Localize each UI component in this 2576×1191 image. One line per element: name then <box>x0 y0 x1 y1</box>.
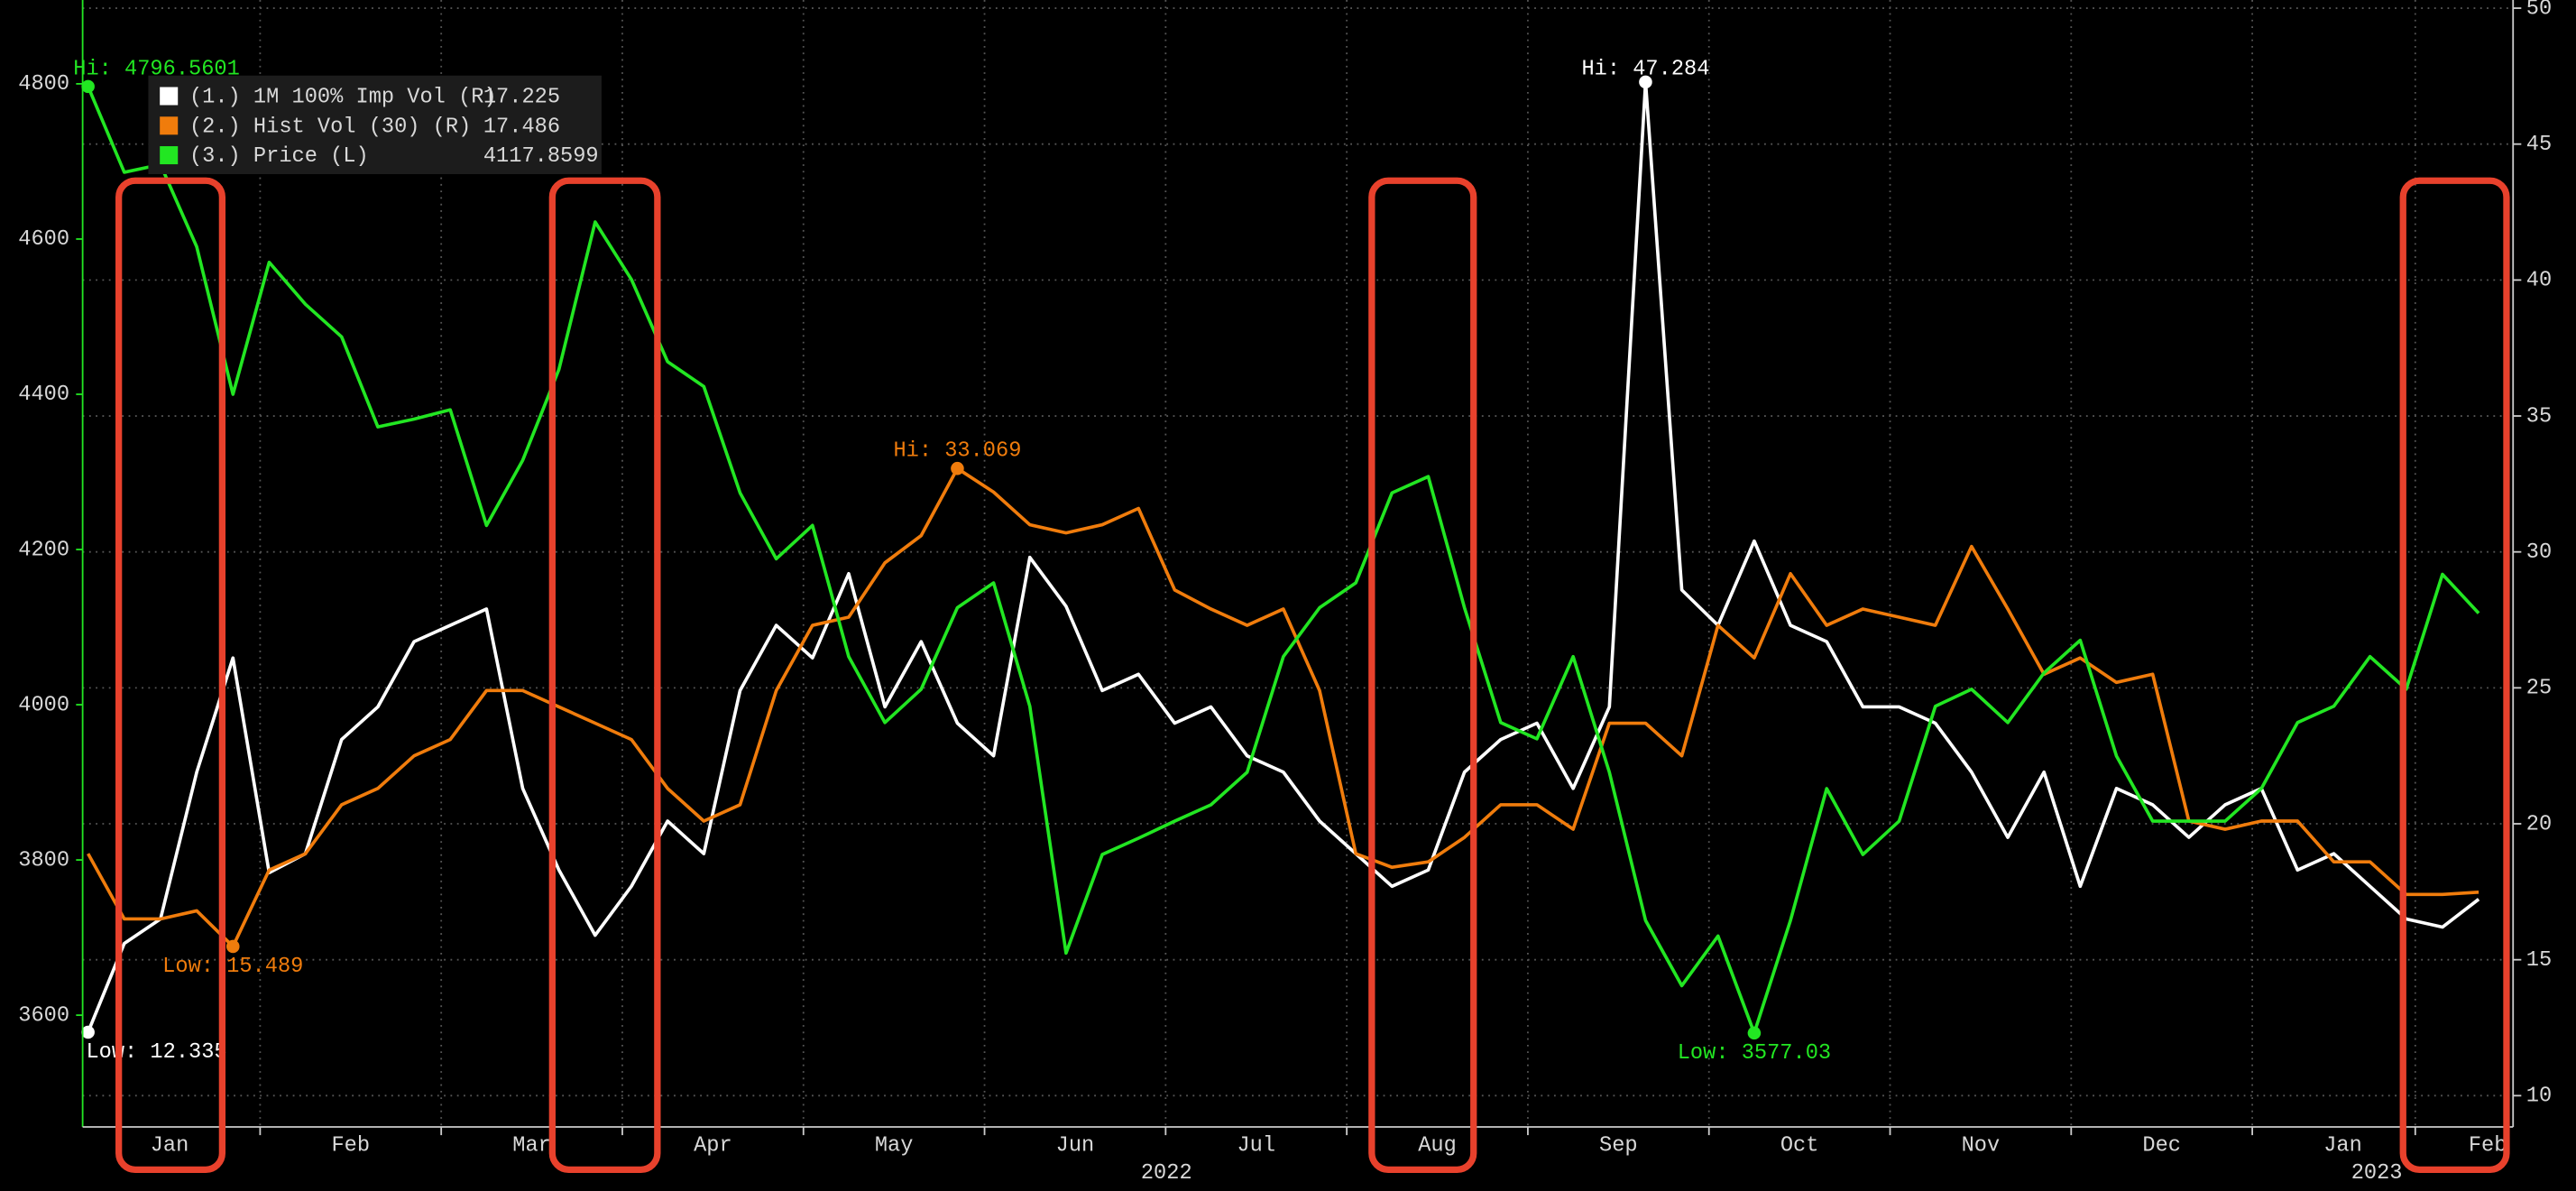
extreme-label: Low: 3577.03 <box>1678 1041 1831 1066</box>
y2-tick-label: 35 <box>2526 404 2552 429</box>
grid <box>82 0 2514 1127</box>
legend-value: 17.225 <box>483 86 560 110</box>
legend-value: 17.486 <box>483 115 560 139</box>
y-tick-label: 4000 <box>18 693 69 717</box>
y2-tick-label: 30 <box>2526 540 2552 565</box>
extreme-point <box>81 1025 95 1039</box>
y-tick-label: 4800 <box>18 72 69 97</box>
legend: (1.) 1M 100% Imp Vol (R)17.225 (2.) Hist … <box>148 75 602 174</box>
extreme-label: Low: 12.335 <box>86 1040 226 1065</box>
x-tick-label: Jul <box>1237 1133 1275 1158</box>
x-group-label: 2023 <box>2351 1161 2403 1186</box>
legend-box <box>148 75 602 174</box>
y2-tick-label: 40 <box>2526 269 2552 293</box>
series-line <box>86 80 2480 1033</box>
legend-value: 4117.8599 <box>483 144 599 169</box>
highlight-box <box>548 177 661 1173</box>
y-tick-label: 3600 <box>18 1003 69 1028</box>
y2-tick-label: 15 <box>2526 948 2552 973</box>
x-tick-label: Jun <box>1056 1133 1095 1158</box>
x-tick-label: Aug <box>1418 1133 1457 1158</box>
y-tick-label: 3800 <box>18 848 69 872</box>
y2-tick-label: 50 <box>2526 0 2552 21</box>
x-tick-label: Mar <box>512 1133 551 1158</box>
y-tick-label: 4400 <box>18 383 69 407</box>
x-tick-label: Sep <box>1599 1133 1638 1158</box>
x-tick-label: Nov <box>1962 1133 2001 1158</box>
extreme-point <box>225 939 240 954</box>
highlight-box <box>115 177 226 1173</box>
extreme-label: Hi: 47.284 <box>1581 58 1709 82</box>
axes: 3600 3800 4000 4200 4400 4600 4800 10 15 20 25 30 35… <box>18 0 2552 1186</box>
extreme-point <box>951 461 964 475</box>
highlight-box <box>2399 177 2510 1173</box>
extreme-point <box>1747 1026 1762 1040</box>
series-line <box>86 86 2480 1035</box>
highlight-boxes <box>115 177 2510 1173</box>
y2-tick-label: 20 <box>2526 812 2552 836</box>
x-tick-label: Feb <box>331 1133 370 1158</box>
x-tick-label: Jan <box>2323 1133 2362 1158</box>
x-group-label: 2022 <box>1141 1161 1192 1186</box>
x-tick-label: Oct <box>1780 1133 1819 1158</box>
y-tick-label: 4200 <box>18 538 69 562</box>
series-lines: Hi: 47.284 Low: 12.335 Hi: 33.069 Low: 15.4… <box>73 58 2480 1066</box>
x-tick-label: Apr <box>694 1133 732 1158</box>
legend-swatch <box>160 116 179 135</box>
y-tick-label: 4600 <box>18 227 69 252</box>
legend-swatch <box>160 146 179 165</box>
legend-label: (3.) Price (L) <box>189 144 369 169</box>
highlight-box <box>1368 177 1477 1173</box>
series-line <box>87 466 2479 948</box>
x-tick-label: Dec <box>2142 1133 2181 1158</box>
y2-tick-label: 25 <box>2526 677 2552 701</box>
extreme-point <box>1639 75 1652 89</box>
legend-label: (1.) 1M 100% Imp Vol (R) <box>189 86 497 110</box>
extreme-label: Hi: 33.069 <box>893 439 1021 463</box>
extreme-label: Low: 15.489 <box>162 955 303 979</box>
x-tick-label: Feb <box>2469 1133 2507 1158</box>
x-tick-label: May <box>875 1133 914 1158</box>
y2-tick-label: 10 <box>2526 1085 2552 1109</box>
x-tick-label: Jan <box>151 1133 189 1158</box>
legend-swatch <box>160 87 179 106</box>
legend-label: (2.) Hist Vol (30) (R) <box>189 115 471 139</box>
y2-tick-label: 45 <box>2526 133 2552 157</box>
extreme-point <box>81 79 95 94</box>
